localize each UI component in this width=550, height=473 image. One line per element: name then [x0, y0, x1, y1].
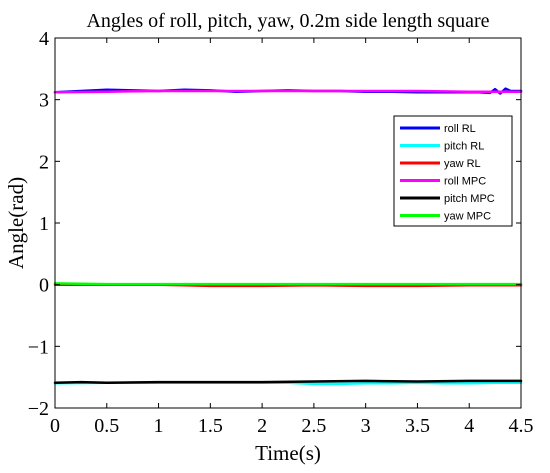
x-tick-label: 0.5	[94, 415, 119, 437]
legend: roll RL pitch RL yaw RL roll MPC pitch MPC ya…	[393, 115, 513, 227]
y-tick-label: 4	[39, 28, 49, 50]
x-tick-label: 4.5	[509, 415, 534, 437]
y-tick-label: 1	[39, 213, 49, 235]
legend-label: yaw RL	[444, 158, 481, 170]
y-tick-label: 2	[39, 151, 49, 173]
series-line-pitch-mpc	[53, 379, 523, 384]
legend-label: yaw MPC	[444, 211, 491, 223]
y-tick-label: −2	[28, 398, 49, 420]
legend-label: roll MPC	[444, 176, 486, 188]
y-tick-label: 0	[39, 275, 49, 297]
x-axis: 0 0.5 1 1.5 2 2.5 3 3.5 4 4.5	[50, 38, 534, 437]
x-tick-label: 2	[257, 415, 267, 437]
x-tick-label: 0	[50, 415, 60, 437]
y-axis: −2 −1 0 1 2 3 4	[28, 28, 521, 420]
x-tick-label: 3.5	[405, 415, 430, 437]
legend-label: roll RL	[444, 123, 476, 135]
x-tick-label: 3	[361, 415, 371, 437]
legend-label: pitch MPC	[444, 193, 495, 205]
x-tick-label: 1	[154, 415, 164, 437]
x-axis-label: Time(s)	[255, 441, 321, 465]
y-axis-label: Angle(rad)	[4, 177, 28, 269]
x-tick-label: 4	[464, 415, 474, 437]
x-tick-label: 1.5	[198, 415, 223, 437]
chart-title: Angles of roll, pitch, yaw, 0.2m side le…	[86, 10, 489, 32]
x-tick-label: 2.5	[301, 415, 326, 437]
y-tick-label: 3	[39, 90, 49, 112]
plot-lines	[53, 87, 523, 386]
legend-label: pitch RL	[444, 141, 484, 153]
legend-box	[393, 115, 513, 227]
series-line-roll-mpc	[53, 89, 523, 94]
series-line-yaw-mpc	[53, 282, 523, 286]
y-tick-label: −1	[28, 336, 49, 358]
